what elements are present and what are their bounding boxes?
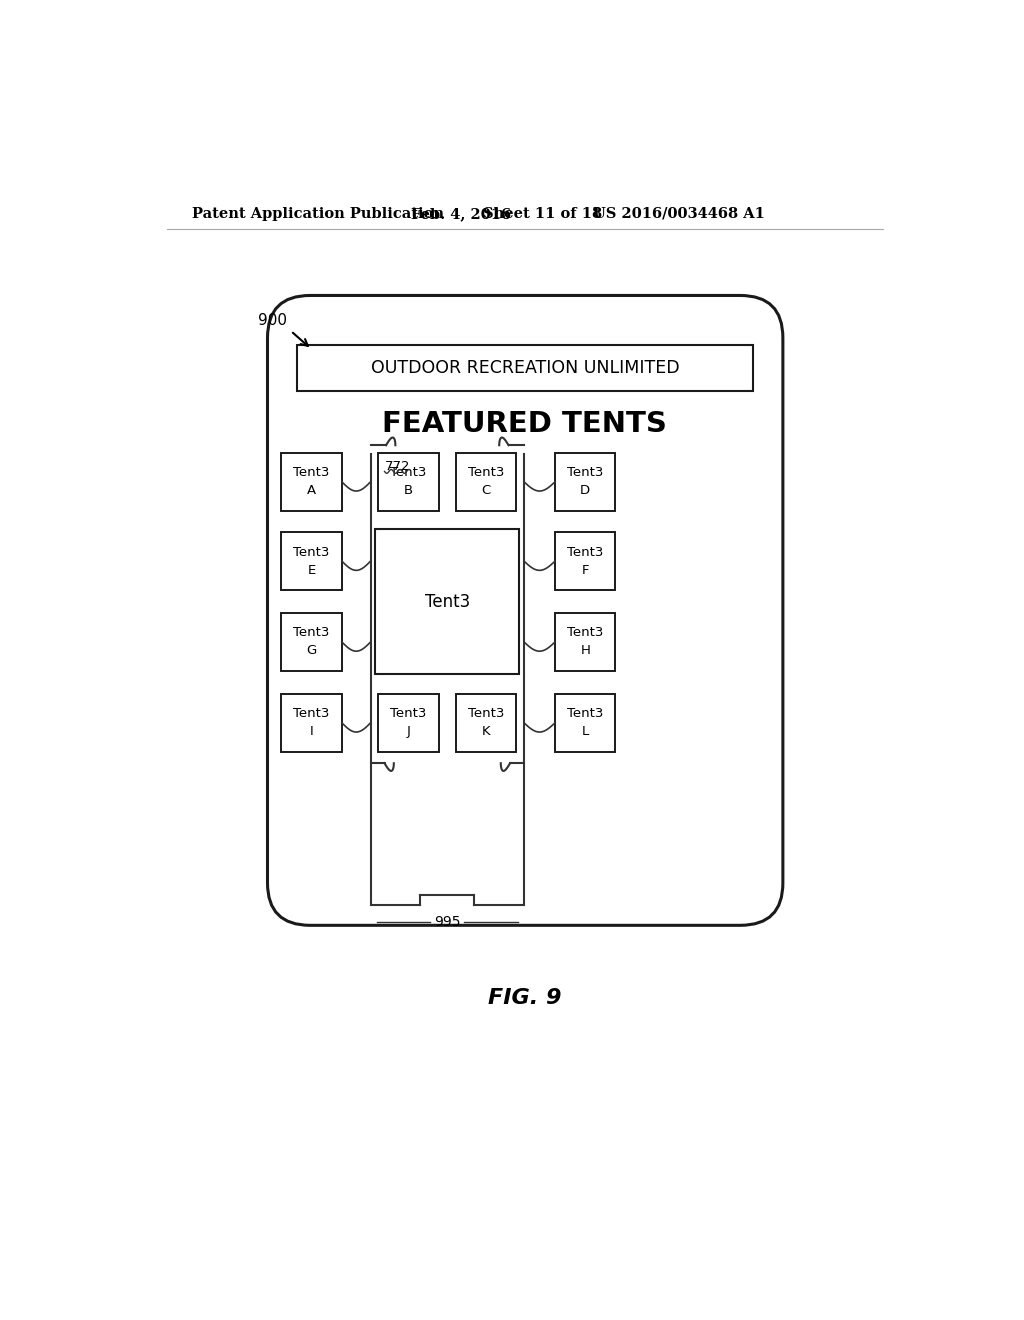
FancyBboxPatch shape: [282, 453, 342, 511]
FancyBboxPatch shape: [555, 453, 615, 511]
FancyBboxPatch shape: [282, 612, 342, 671]
FancyBboxPatch shape: [555, 694, 615, 751]
Text: Sheet 11 of 18: Sheet 11 of 18: [483, 207, 602, 220]
FancyBboxPatch shape: [282, 532, 342, 590]
Text: Tent3
J: Tent3 J: [390, 708, 427, 738]
Text: Tent3
L: Tent3 L: [567, 708, 603, 738]
Text: Tent3
D: Tent3 D: [567, 466, 603, 498]
FancyBboxPatch shape: [378, 453, 438, 511]
Text: Tent3
H: Tent3 H: [567, 627, 603, 657]
FancyBboxPatch shape: [555, 532, 615, 590]
FancyBboxPatch shape: [555, 612, 615, 671]
FancyBboxPatch shape: [456, 694, 516, 751]
FancyBboxPatch shape: [267, 296, 783, 925]
Text: 900: 900: [258, 313, 287, 327]
Text: Tent3
F: Tent3 F: [567, 545, 603, 577]
FancyBboxPatch shape: [456, 453, 516, 511]
Text: Tent3: Tent3: [425, 593, 470, 611]
FancyBboxPatch shape: [282, 694, 342, 751]
FancyBboxPatch shape: [378, 694, 438, 751]
Text: Tent3
A: Tent3 A: [294, 466, 330, 498]
Text: Patent Application Publication: Patent Application Publication: [191, 207, 443, 220]
Text: Tent3
B: Tent3 B: [390, 466, 427, 498]
Text: Feb. 4, 2016: Feb. 4, 2016: [411, 207, 511, 220]
Text: Tent3
E: Tent3 E: [294, 545, 330, 577]
Text: FIG. 9: FIG. 9: [488, 987, 561, 1007]
Text: FEATURED TENTS: FEATURED TENTS: [382, 411, 668, 438]
Text: US 2016/0034468 A1: US 2016/0034468 A1: [593, 207, 765, 220]
Text: OUTDOOR RECREATION UNLIMITED: OUTDOOR RECREATION UNLIMITED: [371, 359, 680, 376]
FancyBboxPatch shape: [375, 529, 519, 675]
Text: 995: 995: [434, 915, 461, 929]
Text: Tent3
G: Tent3 G: [294, 627, 330, 657]
FancyBboxPatch shape: [297, 345, 754, 391]
Text: 772: 772: [385, 461, 410, 474]
Text: Tent3
K: Tent3 K: [468, 708, 504, 738]
Text: Tent3
I: Tent3 I: [294, 708, 330, 738]
Text: Tent3
C: Tent3 C: [468, 466, 504, 498]
